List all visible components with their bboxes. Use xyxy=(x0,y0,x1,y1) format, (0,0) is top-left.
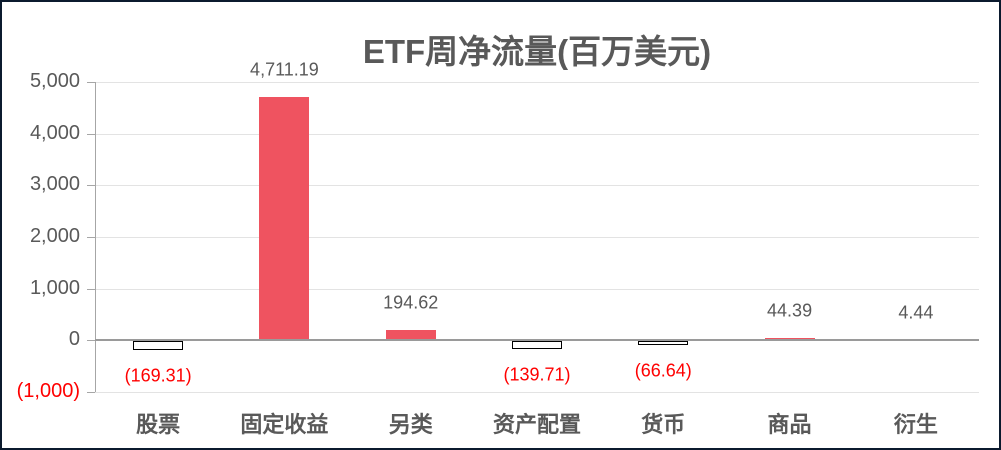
y-axis-tick xyxy=(87,134,95,135)
bar xyxy=(512,341,562,349)
gridline xyxy=(95,82,979,83)
x-axis-label: 股票 xyxy=(136,412,181,437)
zero-line xyxy=(95,339,979,342)
bar-value-label: 4,711.19 xyxy=(250,59,319,80)
bar-value-label: (139.71) xyxy=(503,364,571,385)
y-axis-label: 4,000 xyxy=(29,122,80,144)
y-axis-tick xyxy=(87,289,95,290)
chart-title: ETF周净流量(百万美元) xyxy=(362,33,712,70)
bar-value-label: 4.44 xyxy=(898,302,934,323)
bar xyxy=(385,330,436,341)
bar xyxy=(638,341,689,345)
bar-value-label: (169.31) xyxy=(124,365,192,386)
gridline xyxy=(95,134,979,135)
x-axis-label: 资产配置 xyxy=(492,412,582,437)
gridline xyxy=(95,289,979,290)
y-axis-tick xyxy=(87,340,95,341)
gridline xyxy=(95,237,979,238)
y-axis-line xyxy=(95,82,96,392)
bar-value-label: 44.39 xyxy=(767,300,813,321)
y-axis-label: 2,000 xyxy=(29,225,80,247)
y-axis-label: 3,000 xyxy=(29,173,80,195)
y-axis-tick xyxy=(87,185,95,186)
y-axis-tick xyxy=(87,392,95,393)
x-axis-label: 货币 xyxy=(641,412,686,437)
x-axis-label: 衍生 xyxy=(893,412,938,437)
bar-value-label: (66.64) xyxy=(634,360,692,381)
x-axis-label: 固定收益 xyxy=(240,412,329,437)
bar xyxy=(764,338,815,341)
bar xyxy=(259,96,310,341)
bar xyxy=(133,341,184,351)
y-axis-label: 0 xyxy=(68,328,80,350)
y-axis-label: (1,000) xyxy=(16,380,80,402)
y-axis-tick xyxy=(87,237,95,238)
bar-value-label: 194.62 xyxy=(383,292,439,313)
y-axis-label: 5,000 xyxy=(29,70,80,92)
x-axis-label: 另类 xyxy=(388,412,433,437)
y-axis-label: 1,000 xyxy=(29,277,80,299)
y-axis-tick xyxy=(87,82,95,83)
x-axis-label: 商品 xyxy=(767,412,812,437)
gridline xyxy=(95,392,979,393)
gridline xyxy=(95,185,979,186)
